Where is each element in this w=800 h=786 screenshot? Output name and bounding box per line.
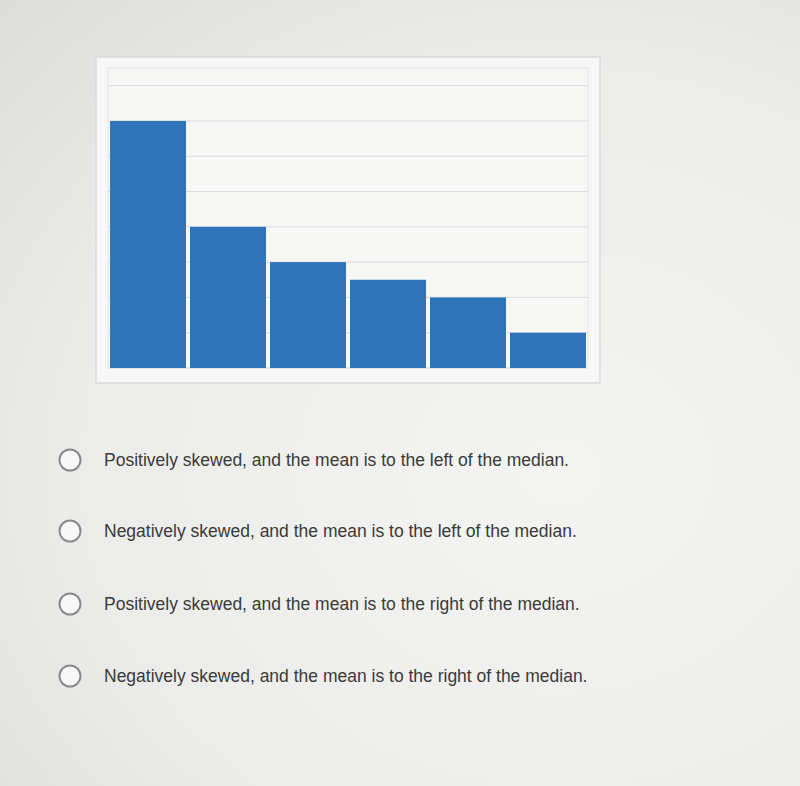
- bar: [110, 121, 186, 368]
- bar: [510, 333, 586, 368]
- bar: [270, 262, 346, 368]
- radio-button[interactable]: [60, 521, 81, 542]
- page: Positively skewed, and the mean is to th…: [0, 0, 800, 786]
- bar: [430, 297, 506, 368]
- plot-frame: [108, 68, 588, 368]
- bar: [350, 280, 426, 368]
- option-text: Positively skewed, and the mean is to th…: [104, 450, 569, 470]
- option-text: Negatively skewed, and the mean is to th…: [104, 521, 577, 541]
- option-text: Positively skewed, and the mean is to th…: [104, 594, 580, 614]
- option-text: Negatively skewed, and the mean is to th…: [104, 666, 587, 686]
- bar: [190, 227, 266, 368]
- radio-button[interactable]: [60, 450, 81, 471]
- radio-button[interactable]: [60, 666, 81, 687]
- grid-line: [108, 85, 588, 86]
- radio-button[interactable]: [60, 594, 81, 615]
- chart-card: [96, 57, 600, 383]
- bars: [110, 121, 586, 368]
